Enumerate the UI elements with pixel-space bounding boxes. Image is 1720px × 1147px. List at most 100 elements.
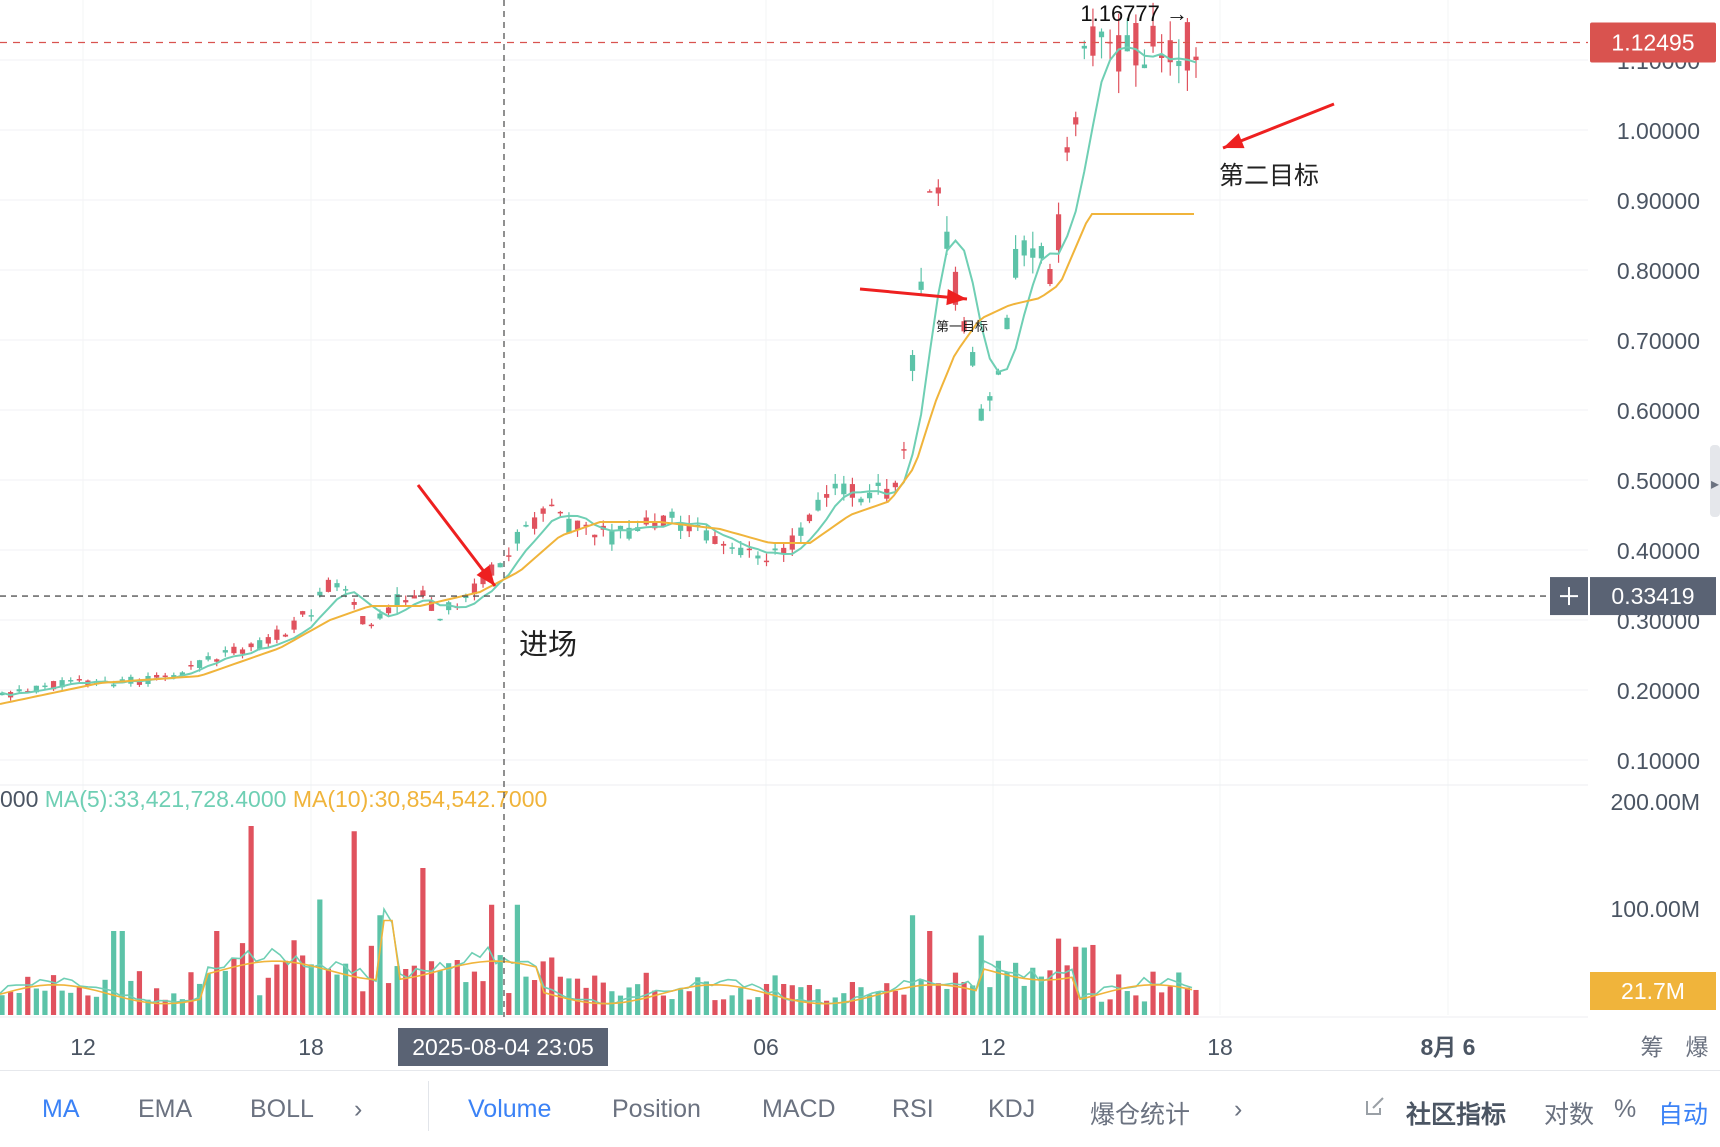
volume-bar bbox=[291, 940, 297, 1015]
edit-icon[interactable] bbox=[1364, 1095, 1386, 1124]
volume-bar bbox=[93, 996, 100, 1015]
tab-liquidation-stats[interactable]: 爆仓统计 bbox=[1090, 1101, 1191, 1129]
chevron-right-icon[interactable]: › bbox=[354, 1095, 363, 1123]
candle-body bbox=[866, 492, 873, 499]
volume-bar bbox=[128, 980, 134, 1015]
percent-scale-toggle[interactable]: % bbox=[1614, 1095, 1637, 1123]
auto-scale-toggle[interactable]: 自动 bbox=[1658, 1101, 1709, 1129]
volume-legend: 000 MA(5):33,421,728.4000 MA(10):30,854,… bbox=[0, 786, 547, 812]
candle-body bbox=[832, 483, 838, 489]
volume-tick-label: 100.00M bbox=[1610, 896, 1700, 922]
candle-body bbox=[33, 685, 39, 693]
candle-body bbox=[257, 640, 263, 649]
tab-macd[interactable]: MACD bbox=[762, 1095, 836, 1123]
volume-bar bbox=[136, 971, 143, 1015]
volume-bar bbox=[1133, 995, 1139, 1015]
candle-body bbox=[308, 615, 314, 617]
volume-bar bbox=[1004, 971, 1010, 1015]
candle-body bbox=[360, 616, 366, 625]
volume-bar bbox=[59, 990, 65, 1015]
volume-bar bbox=[531, 980, 538, 1015]
candle-body bbox=[420, 590, 426, 597]
candle-body bbox=[334, 583, 340, 588]
candle-body bbox=[188, 665, 194, 667]
candle-body bbox=[76, 679, 82, 681]
tab-ema[interactable]: EMA bbox=[138, 1095, 193, 1123]
volume-bar bbox=[1047, 970, 1053, 1015]
volume-bar bbox=[334, 974, 340, 1015]
volume-bar bbox=[652, 990, 658, 1015]
candle-body bbox=[222, 650, 228, 653]
volume-bar bbox=[1030, 967, 1036, 1015]
volume-bar bbox=[377, 915, 383, 1015]
chevron-right-icon[interactable]: › bbox=[1234, 1095, 1243, 1123]
candle-body bbox=[531, 517, 538, 529]
candle-body bbox=[471, 583, 478, 595]
volume-bar bbox=[360, 991, 366, 1015]
volume-bar bbox=[317, 899, 323, 1015]
candle-body bbox=[248, 643, 254, 648]
volume-bar bbox=[1167, 986, 1173, 1015]
volume-bars bbox=[0, 826, 1199, 1015]
entry-arrow-head bbox=[476, 565, 495, 586]
candle-body bbox=[574, 520, 581, 530]
volume-bar bbox=[111, 931, 117, 1015]
candle-body bbox=[351, 601, 357, 605]
price-tick-label: 0.70000 bbox=[1617, 328, 1700, 354]
candle-body bbox=[162, 675, 168, 678]
candle-body bbox=[239, 649, 246, 654]
volume-bar bbox=[248, 826, 254, 1015]
tab-kdj[interactable]: KDJ bbox=[988, 1095, 1036, 1123]
volume-bar bbox=[884, 983, 890, 1015]
candle-body bbox=[755, 555, 761, 559]
candle-body bbox=[875, 482, 881, 486]
tab-boll[interactable]: BOLL bbox=[250, 1095, 314, 1123]
volume-bar bbox=[1038, 976, 1044, 1015]
candle-body bbox=[686, 524, 692, 532]
candle-body bbox=[712, 536, 718, 544]
volume-bar bbox=[403, 969, 409, 1015]
candle-body bbox=[935, 187, 941, 194]
candle-body bbox=[274, 629, 280, 640]
second-target-arrow-head bbox=[1223, 133, 1245, 149]
candle-body bbox=[300, 611, 306, 615]
volume-tick-label: 200.00M bbox=[1610, 789, 1700, 815]
candle-body bbox=[403, 600, 409, 603]
collapse-handle bbox=[1710, 445, 1720, 517]
candle-body bbox=[1150, 25, 1156, 47]
candle-body bbox=[918, 281, 924, 290]
volume-bar bbox=[325, 968, 332, 1015]
volume-bar bbox=[300, 955, 306, 1015]
last-price-label: 1.12495 bbox=[1611, 30, 1694, 56]
tab-volume[interactable]: Volume bbox=[468, 1095, 552, 1123]
volume-bar bbox=[16, 993, 22, 1015]
volume-bar bbox=[42, 990, 48, 1015]
candle-body bbox=[978, 408, 984, 421]
candle-body bbox=[1073, 117, 1079, 125]
volume-bar bbox=[901, 994, 907, 1015]
candle-body bbox=[1159, 54, 1165, 59]
volume-bar bbox=[308, 964, 314, 1015]
community-indicators-button[interactable]: 社区指标 bbox=[1406, 1101, 1507, 1129]
candle-body bbox=[1047, 268, 1053, 285]
divider bbox=[428, 1081, 429, 1131]
log-scale-toggle[interactable]: 对数 bbox=[1544, 1101, 1595, 1129]
volume-bar bbox=[703, 981, 709, 1015]
volume-bar bbox=[669, 999, 675, 1015]
candle-body bbox=[806, 514, 813, 522]
candle-body bbox=[231, 646, 237, 654]
price-axis: 1.100001.000000.900000.800000.700000.600… bbox=[70, 0, 1720, 1070]
price-tick-label: 0.90000 bbox=[1617, 188, 1700, 214]
volume-bar bbox=[446, 963, 452, 1015]
chart-canvas[interactable]: 1.100001.000000.900000.800000.700000.600… bbox=[0, 0, 1720, 1070]
candle-body bbox=[617, 525, 624, 531]
volume-bar bbox=[420, 868, 426, 1015]
candle-body bbox=[1004, 317, 1010, 330]
volume-bar bbox=[720, 999, 727, 1015]
volume-bar bbox=[557, 976, 563, 1015]
tab-rsi[interactable]: RSI bbox=[892, 1095, 934, 1123]
candle-body bbox=[944, 231, 950, 249]
tab-ma[interactable]: MA bbox=[42, 1095, 80, 1123]
tab-position[interactable]: Position bbox=[612, 1095, 701, 1123]
volume-bar bbox=[738, 988, 744, 1015]
